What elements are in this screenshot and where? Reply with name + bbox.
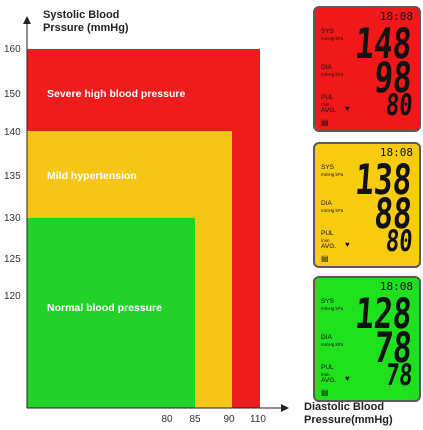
sys-label: SYS mmHg kPa (321, 298, 344, 311)
avg-label: AVG. (321, 377, 337, 384)
x-axis-title-line1: Diastolic Blood (304, 401, 385, 413)
memory-icon: ▤ (321, 254, 329, 263)
pul-label: PUL/min (321, 94, 334, 107)
monitor-display-mild: 18:08 SYS mmHg kPa 138 DIA mmHg kPa 88 PUL… (313, 142, 421, 268)
monitor-display-normal: 18:08 SYS mmHg kPa 128 DIA mmHg kPa 78 PUL… (313, 276, 421, 402)
x-tick: 110 (250, 414, 266, 425)
memory-icon: ▤ (321, 118, 329, 127)
zone-label-normal: Normal blood pressure (47, 302, 162, 314)
memory-icon: ▤ (321, 388, 329, 397)
time-readout: 18:08 (379, 280, 413, 293)
y-axis-title: Systolic Blood Prssure (mmHg) (43, 9, 129, 35)
axes (23, 16, 289, 412)
y-tick: 135 (4, 171, 21, 182)
monitor-display-severe: 18:08 SYS mmHg kPa 148 DIA mmHg kPa 98 PUL… (313, 6, 421, 132)
x-tick: 85 (189, 414, 201, 425)
y-tick: 125 (4, 254, 21, 265)
x-axis-title-line2: Pressure(mmHg) (304, 414, 393, 426)
sys-label: SYS mmHg kPa (321, 164, 344, 177)
time-readout: 18:08 (379, 146, 413, 159)
y-axis-title-line2: Prssure (mmHg) (43, 22, 129, 34)
heart-icon: ♥ (345, 104, 350, 113)
y-tick: 160 (4, 44, 21, 55)
dia-label: DIA mmHg kPa (321, 200, 344, 213)
dia-label: DIA mmHg kPa (321, 64, 344, 77)
pulse-reading: 80 (384, 89, 414, 124)
x-axis-title: Diastolic Blood Pressure(mmHg) (304, 401, 393, 427)
pul-label: PUL/min (321, 230, 334, 243)
zone-label-mild: Mild hypertension (47, 170, 137, 182)
heart-icon: ♥ (345, 374, 350, 383)
pul-label: PUL/min (321, 364, 334, 377)
zone-normal (27, 218, 195, 408)
y-tick: 130 (4, 213, 21, 224)
avg-label: AVG. (321, 243, 337, 250)
pulse-reading: 80 (384, 225, 414, 260)
y-axis-title-line1: Systolic Blood (43, 9, 120, 21)
heart-icon: ♥ (345, 240, 350, 249)
sys-label: SYS mmHg kPa (321, 28, 344, 41)
x-tick: 90 (223, 414, 235, 425)
zone-label-severe: Severe high blood pressure (47, 88, 186, 100)
blood-pressure-chart: Severe high blood pressure Mild hyperten… (4, 9, 289, 425)
avg-label: AVG. (321, 107, 337, 114)
x-tick: 80 (161, 414, 173, 425)
y-tick: 150 (4, 89, 21, 100)
dia-label: DIA mmHg kPa (321, 334, 344, 347)
pulse-reading: 78 (384, 359, 414, 394)
time-readout: 18:08 (379, 10, 413, 23)
y-tick: 140 (4, 127, 21, 138)
y-tick: 120 (4, 291, 21, 302)
